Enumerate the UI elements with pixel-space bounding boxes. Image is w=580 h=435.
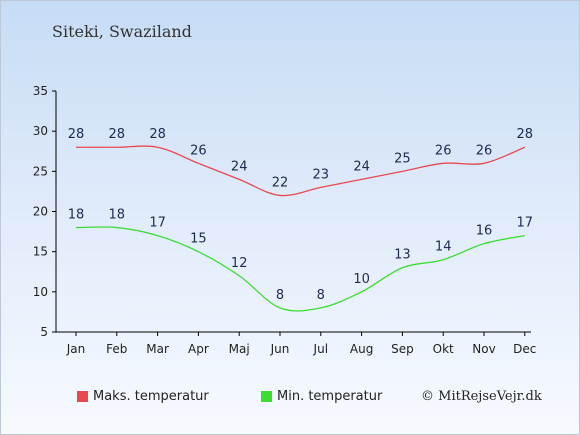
data-label: 12 [231,256,248,271]
x-tick-label: Apr [188,342,209,356]
legend-item-min: Min. temperatur [261,389,382,404]
data-label: 17 [517,216,534,231]
x-tick-label: Feb [106,342,127,356]
data-label: 13 [394,248,411,263]
x-tick-label: Jul [313,342,328,356]
x-tick-label: Jan [66,342,86,356]
legend-label-min: Min. temperatur [277,389,383,404]
axes: 5 10 15 20 25 30 35 Jan Feb Mar Apr Maj Jun Jul Aug Sep… [33,84,537,356]
x-tick-label: Sep [391,342,414,356]
data-label: 28 [68,127,85,142]
data-label: 14 [435,240,452,255]
data-label: 25 [394,151,411,166]
series-line-max [75,145,526,197]
y-tick-label: 25 [33,164,48,178]
data-label: 24 [231,159,248,174]
x-tick-label: Maj [229,342,250,356]
data-label: 28 [109,127,126,142]
x-tick-label: Jun [270,342,290,356]
data-label: 28 [149,127,166,142]
credit: © MitRejseVejr.dk [421,389,542,404]
y-tick-label: 15 [33,245,48,259]
y-tick-label: 10 [33,285,48,299]
legend-item-max: Maks. temperatur [77,389,209,404]
y-tick-label: 5 [40,325,48,339]
data-label: 28 [517,127,534,142]
y-tick-label: 30 [33,124,48,138]
data-label: 8 [276,288,284,303]
data-label: 22 [272,175,289,190]
data-label: 16 [476,224,493,239]
y-tick-label: 20 [33,205,48,219]
data-label: 10 [353,272,370,287]
data-label: 24 [353,159,370,174]
data-label: 26 [476,143,493,158]
data-label: 18 [109,208,126,223]
chart-title: Siteki, Swaziland [52,22,192,41]
x-tick-label: Dec [513,342,536,356]
data-label: 8 [317,288,325,303]
data-label: 15 [190,232,207,247]
series-line-min [75,226,525,312]
x-tick-label: Aug [350,342,373,356]
x-tick-label: Mar [146,342,169,356]
y-tick-label: 35 [33,84,48,98]
legend-swatch-min [261,391,272,402]
legend-swatch-max [77,391,88,402]
series-lines [75,145,526,312]
data-label: 17 [149,216,166,231]
data-label: 26 [435,143,452,158]
data-label: 18 [68,208,85,223]
data-labels: 28 28 28 26 24 22 23 24 25 26 26 28 18 18 17 15 12 8 8 10 13… [68,127,533,303]
legend-label-max: Maks. temperatur [93,389,209,404]
data-label: 23 [313,167,330,182]
data-label: 26 [190,143,207,158]
x-tick-label: Nov [472,342,495,356]
x-tick-label: Okt [433,342,454,356]
